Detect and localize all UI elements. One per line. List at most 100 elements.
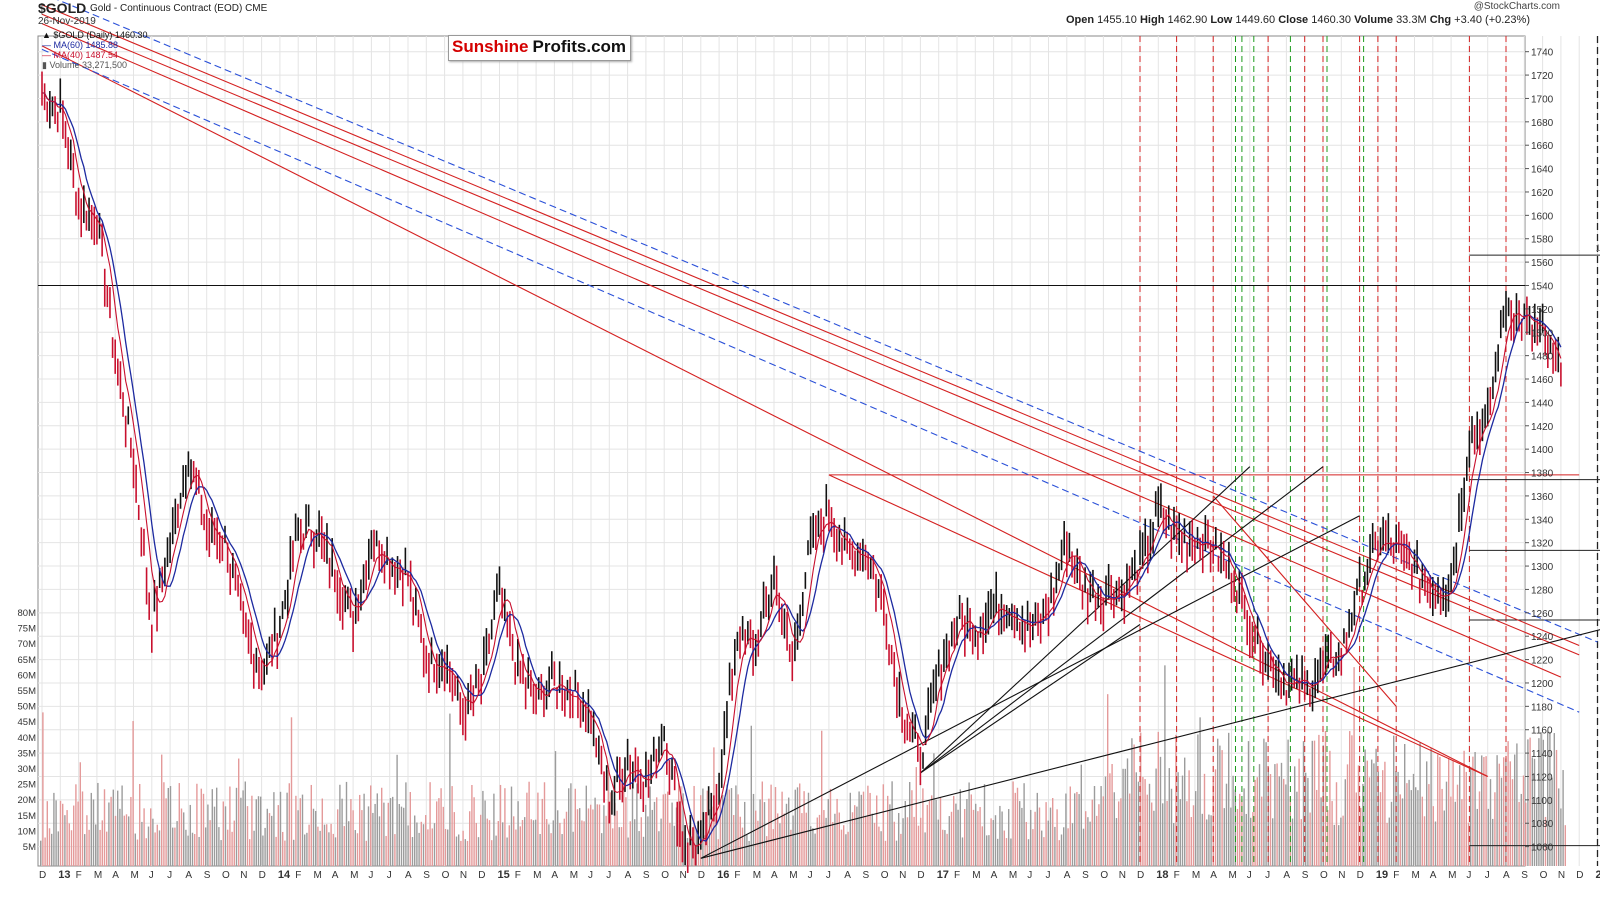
volume-bar [172,827,174,866]
x-tick-label: D [1137,870,1144,881]
change-label: Chg [1429,14,1452,26]
volume-bar [1166,800,1168,866]
volume-bar [1230,807,1232,866]
volume-bar [275,836,277,866]
volume-bar [1507,741,1509,866]
volume-bar [1476,808,1478,866]
volume-bar [867,785,869,866]
volume-bar [40,840,42,866]
volume-bar [161,754,163,866]
volume-bar [1500,777,1503,866]
volume-bar [546,819,548,866]
volume-bar [902,818,904,866]
volume-bar [1542,739,1544,866]
volume-bar [1360,807,1362,866]
volume-bar [200,788,202,866]
volume-bar [728,789,730,866]
y-tick-label: 1400 [1531,445,1554,456]
volume-tick-label: 55M [18,686,37,697]
volume-bar [1168,768,1170,866]
volume-bar [1357,765,1360,866]
volume-bar [1109,773,1111,866]
volume-bar [790,829,792,866]
plot-area [37,35,1526,867]
x-tick-label: D [39,870,46,881]
volume-bar [427,829,429,866]
volume-bar [418,832,420,866]
volume-bar [629,821,631,866]
volume-bar [1514,754,1516,866]
volume-bar [436,801,438,866]
y-tick-label: 1420 [1531,422,1554,433]
volume-bar [647,816,649,866]
volume-bar [521,819,524,866]
x-tick-label: N [1338,870,1345,881]
volume-bar [1247,741,1250,866]
volume-bar [869,792,871,866]
x-tick-label: 17 [937,869,949,881]
trend-lines [41,0,1600,859]
volume-bar [42,712,44,866]
x-tick-label: S [1082,870,1089,881]
volume-bar [1087,817,1089,866]
volume-bar [730,788,733,866]
volume-bar [1278,776,1280,866]
volume-bar [354,830,356,866]
volume-bar [1399,794,1401,866]
volume-bar [1217,738,1219,866]
volume-bar [1320,797,1322,866]
volume-bar [1529,737,1531,866]
volume-bar [1417,790,1419,866]
volume-bar [1126,758,1129,866]
volume-bar [1223,808,1225,866]
volume-bar [48,828,51,866]
volume-bar [1393,735,1395,866]
volume-bar [568,788,570,866]
volume-tick-label: 40M [18,733,37,744]
volume-bar [1036,792,1038,866]
x-tick-label: S [204,870,211,881]
x-tick-label: J [167,870,172,881]
volume-bar [1472,756,1474,866]
volume-tick-label: 60M [18,670,37,681]
volume-bar [565,811,568,866]
volume-bar [893,821,895,866]
volume-bar [909,782,911,866]
volume-bar [581,820,583,866]
volume-bar [763,802,766,866]
volume-bar [1060,834,1063,866]
volume-bar [288,783,290,866]
volume-bar [301,794,304,866]
volume-bar [1175,734,1177,866]
x-tick-label: N [899,870,906,881]
volume-bar [257,796,260,866]
volume-bar [1243,788,1245,866]
volume-bar [1346,764,1349,866]
chart-header: $GOLD Gold - Continuous Contract (EOD) C… [0,0,1600,36]
volume-bar [407,825,409,866]
legend-volume-text: Volume 33,271,500 [49,60,128,70]
volume-bar [915,767,917,866]
legend-ma40-text: MA(40) 1487.54 [53,50,119,60]
x-tick-label: M [350,870,358,881]
volume-bar [1555,749,1558,866]
volume-bar [596,804,598,866]
y-tick-label: 1560 [1531,258,1554,269]
x-tick-label: J [387,870,392,881]
volume-bar [504,788,506,866]
volume-bar [1283,778,1285,866]
volume-bar [240,797,242,866]
x-tick-label: A [1210,870,1217,881]
x-tick-label: A [844,870,851,881]
volume-bar [631,783,634,866]
y-tick-label: 1480 [1531,352,1554,363]
volume-bar [849,792,851,866]
volume-bar [183,812,185,866]
volume-bar [1349,731,1351,866]
volume-bar [297,810,299,866]
volume-bar [103,789,106,866]
volume-bar [143,808,145,866]
volume-bar [818,814,821,866]
volume-bar [378,816,381,866]
volume-bar [1049,807,1052,866]
